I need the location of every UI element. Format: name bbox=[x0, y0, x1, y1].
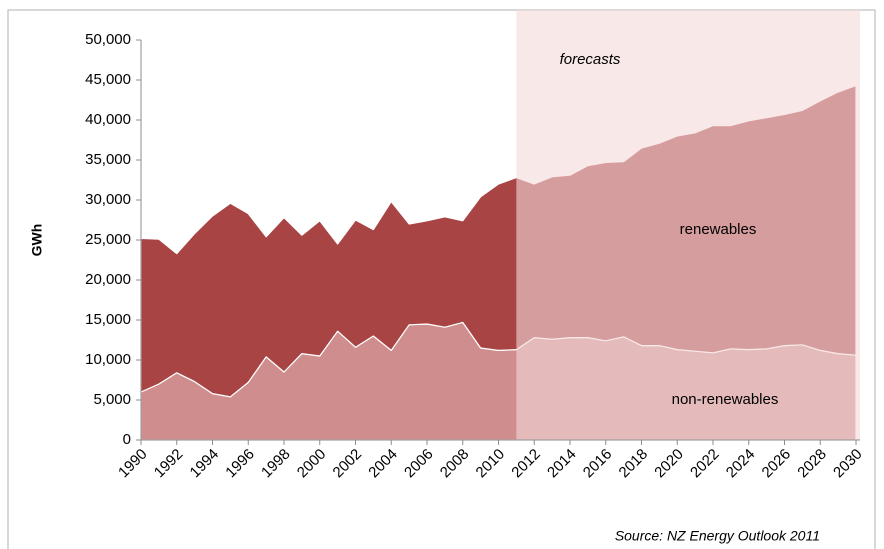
forecast-region bbox=[516, 10, 860, 440]
x-tick-label: 2010 bbox=[473, 446, 509, 482]
y-tick-label: 40,000 bbox=[85, 111, 131, 128]
x-tick-label: 1994 bbox=[187, 446, 223, 482]
y-tick-label: 20,000 bbox=[85, 271, 131, 288]
y-tick-label: 35,000 bbox=[85, 151, 131, 168]
x-tick-label: 2004 bbox=[365, 446, 401, 482]
x-tick-label: 2002 bbox=[330, 446, 366, 482]
x-tick-label: 2020 bbox=[651, 446, 687, 482]
x-tick-label: 2000 bbox=[294, 446, 330, 482]
forecast-label: forecasts bbox=[560, 51, 621, 68]
y-tick-label: 10,000 bbox=[85, 351, 131, 368]
source-note: Source: NZ Energy Outlook 2011 bbox=[615, 528, 820, 544]
x-tick-label: 2006 bbox=[401, 446, 437, 482]
x-tick-label: 1998 bbox=[258, 446, 294, 482]
x-tick-label: 1996 bbox=[222, 446, 258, 482]
y-tick-label: 25,000 bbox=[85, 231, 131, 248]
y-tick-label: 5,000 bbox=[93, 391, 131, 408]
x-tick-label: 2024 bbox=[723, 446, 759, 482]
series-label: renewables bbox=[680, 221, 757, 238]
x-tick-label: 2022 bbox=[687, 446, 723, 482]
x-tick-label: 1992 bbox=[151, 446, 187, 482]
x-tick-label: 2014 bbox=[544, 446, 580, 482]
x-tick-label: 2028 bbox=[794, 446, 830, 482]
y-tick-label: 0 bbox=[123, 431, 131, 448]
x-tick-label: 2018 bbox=[616, 446, 652, 482]
y-tick-label: 45,000 bbox=[85, 71, 131, 88]
x-tick-label: 1990 bbox=[115, 446, 151, 482]
chart-frame bbox=[7, 9, 876, 549]
y-tick-label: 50,000 bbox=[85, 31, 131, 48]
x-tick-label: 2030 bbox=[830, 446, 866, 482]
x-tick-label: 2016 bbox=[580, 446, 616, 482]
plot-area bbox=[136, 10, 860, 445]
x-tick-label: 2012 bbox=[508, 446, 544, 482]
series-label: non-renewables bbox=[672, 391, 779, 408]
x-tick-label: 2026 bbox=[759, 446, 795, 482]
y-axis-label: GWh bbox=[29, 224, 45, 257]
y-tick-label: 30,000 bbox=[85, 191, 131, 208]
y-tick-label: 15,000 bbox=[85, 311, 131, 328]
x-tick-label: 2008 bbox=[437, 446, 473, 482]
